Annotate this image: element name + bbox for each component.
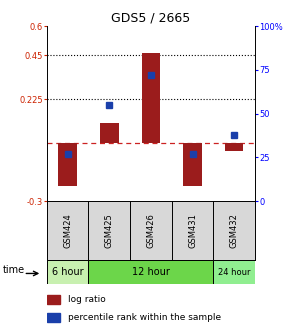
Text: GSM426: GSM426	[146, 213, 155, 248]
Bar	[225, 143, 243, 150]
Bar	[142, 53, 160, 143]
Bar	[213, 260, 255, 284]
Text: percentile rank within the sample: percentile rank within the sample	[68, 313, 221, 322]
Title: GDS5 / 2665: GDS5 / 2665	[111, 12, 190, 25]
Bar	[100, 123, 119, 143]
Bar	[58, 143, 77, 185]
Text: 12 hour: 12 hour	[132, 267, 170, 277]
Bar	[47, 260, 88, 284]
Bar	[183, 143, 202, 185]
Bar	[47, 295, 60, 304]
Text: 6 hour: 6 hour	[52, 267, 84, 277]
Text: log ratio: log ratio	[68, 295, 105, 304]
Text: GSM424: GSM424	[63, 213, 72, 248]
Text: GSM432: GSM432	[230, 213, 239, 248]
Text: GSM425: GSM425	[105, 213, 114, 248]
Bar	[88, 260, 213, 284]
Text: 24 hour: 24 hour	[218, 268, 250, 277]
Text: GSM431: GSM431	[188, 213, 197, 248]
Bar	[47, 313, 60, 322]
Text: time: time	[2, 265, 25, 275]
